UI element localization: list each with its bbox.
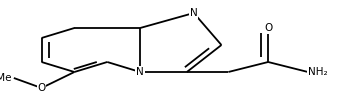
- Text: O: O: [264, 23, 272, 33]
- Text: NH₂: NH₂: [308, 67, 328, 77]
- Text: O: O: [37, 83, 46, 93]
- Text: OMe: OMe: [0, 73, 11, 83]
- Text: N: N: [190, 8, 198, 18]
- Text: N: N: [136, 67, 144, 77]
